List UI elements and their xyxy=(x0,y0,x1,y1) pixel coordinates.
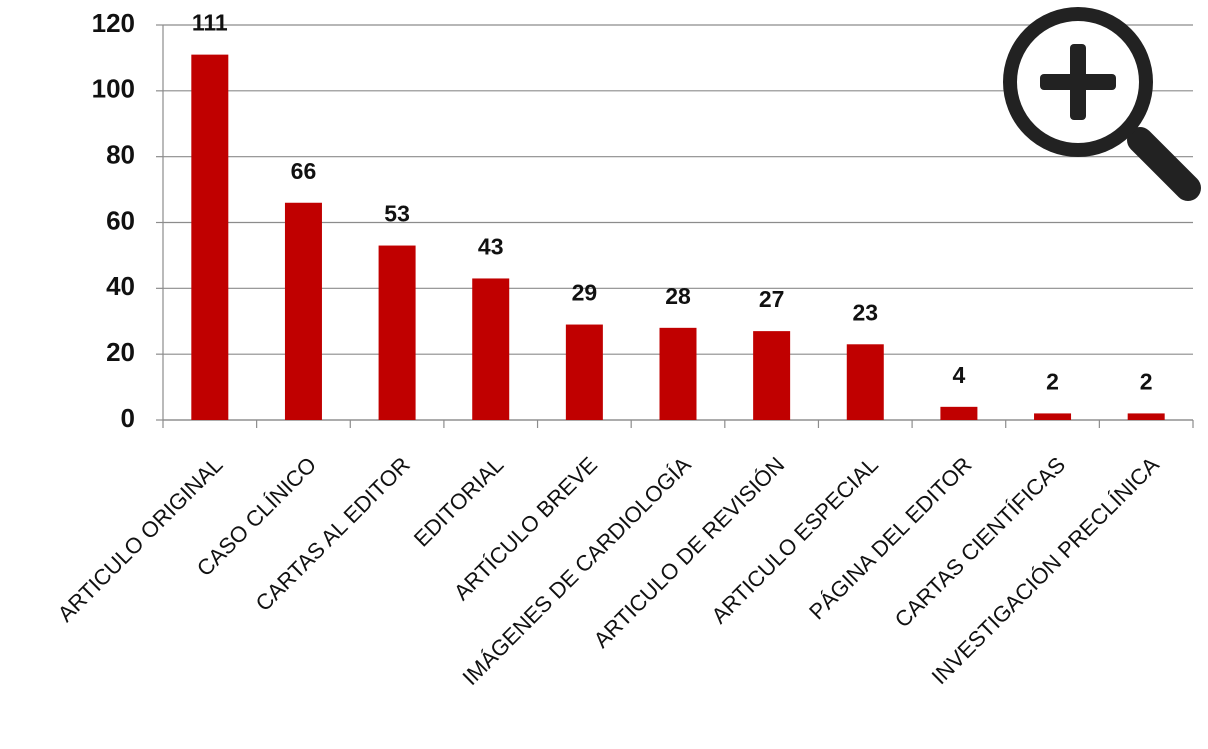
bar xyxy=(1127,413,1165,420)
x-tick-label: CARTAS AL EDITOR xyxy=(251,452,415,616)
bar xyxy=(659,327,697,420)
value-label: 2 xyxy=(1046,368,1059,394)
value-label: 29 xyxy=(572,280,598,306)
x-tick-label: CARTAS CIENTÍFICAS xyxy=(890,452,1070,632)
value-label: 43 xyxy=(478,234,504,260)
y-tick-label: 40 xyxy=(106,271,135,301)
y-tick-label: 20 xyxy=(106,337,135,367)
x-tick-label: ARTICULO DE REVISIÓN xyxy=(589,452,790,653)
zoom-handle xyxy=(1127,127,1201,201)
y-tick-label: 0 xyxy=(121,403,135,433)
value-label: 111 xyxy=(192,10,228,36)
bar xyxy=(846,344,884,420)
y-tick-label: 100 xyxy=(92,74,135,104)
bar xyxy=(940,406,978,420)
bar xyxy=(191,54,229,420)
value-label: 4 xyxy=(953,362,966,388)
bar xyxy=(378,245,416,420)
y-tick-label: 60 xyxy=(106,205,135,235)
value-label: 66 xyxy=(291,158,317,184)
value-label: 53 xyxy=(384,201,410,227)
x-tick-label: ARTICULO ORIGINAL xyxy=(53,452,228,627)
x-tick-label: ARTICULO ESPECIAL xyxy=(706,452,882,628)
x-tick-label: EDITORIAL xyxy=(409,452,509,552)
y-tick-label: 80 xyxy=(106,140,135,170)
bar xyxy=(284,202,322,420)
bar xyxy=(565,324,603,420)
bar xyxy=(472,278,510,420)
value-label: 2 xyxy=(1140,368,1153,394)
value-label: 28 xyxy=(665,283,691,309)
zoom-icon[interactable] xyxy=(1003,7,1201,201)
y-tick-label: 120 xyxy=(92,8,135,38)
value-label: 23 xyxy=(852,299,878,325)
value-label: 27 xyxy=(759,286,785,312)
bar xyxy=(1034,413,1072,420)
x-tick-label: PÁGINA DEL EDITOR xyxy=(804,452,976,624)
bar xyxy=(753,331,791,420)
zoom-plus xyxy=(1040,74,1116,90)
